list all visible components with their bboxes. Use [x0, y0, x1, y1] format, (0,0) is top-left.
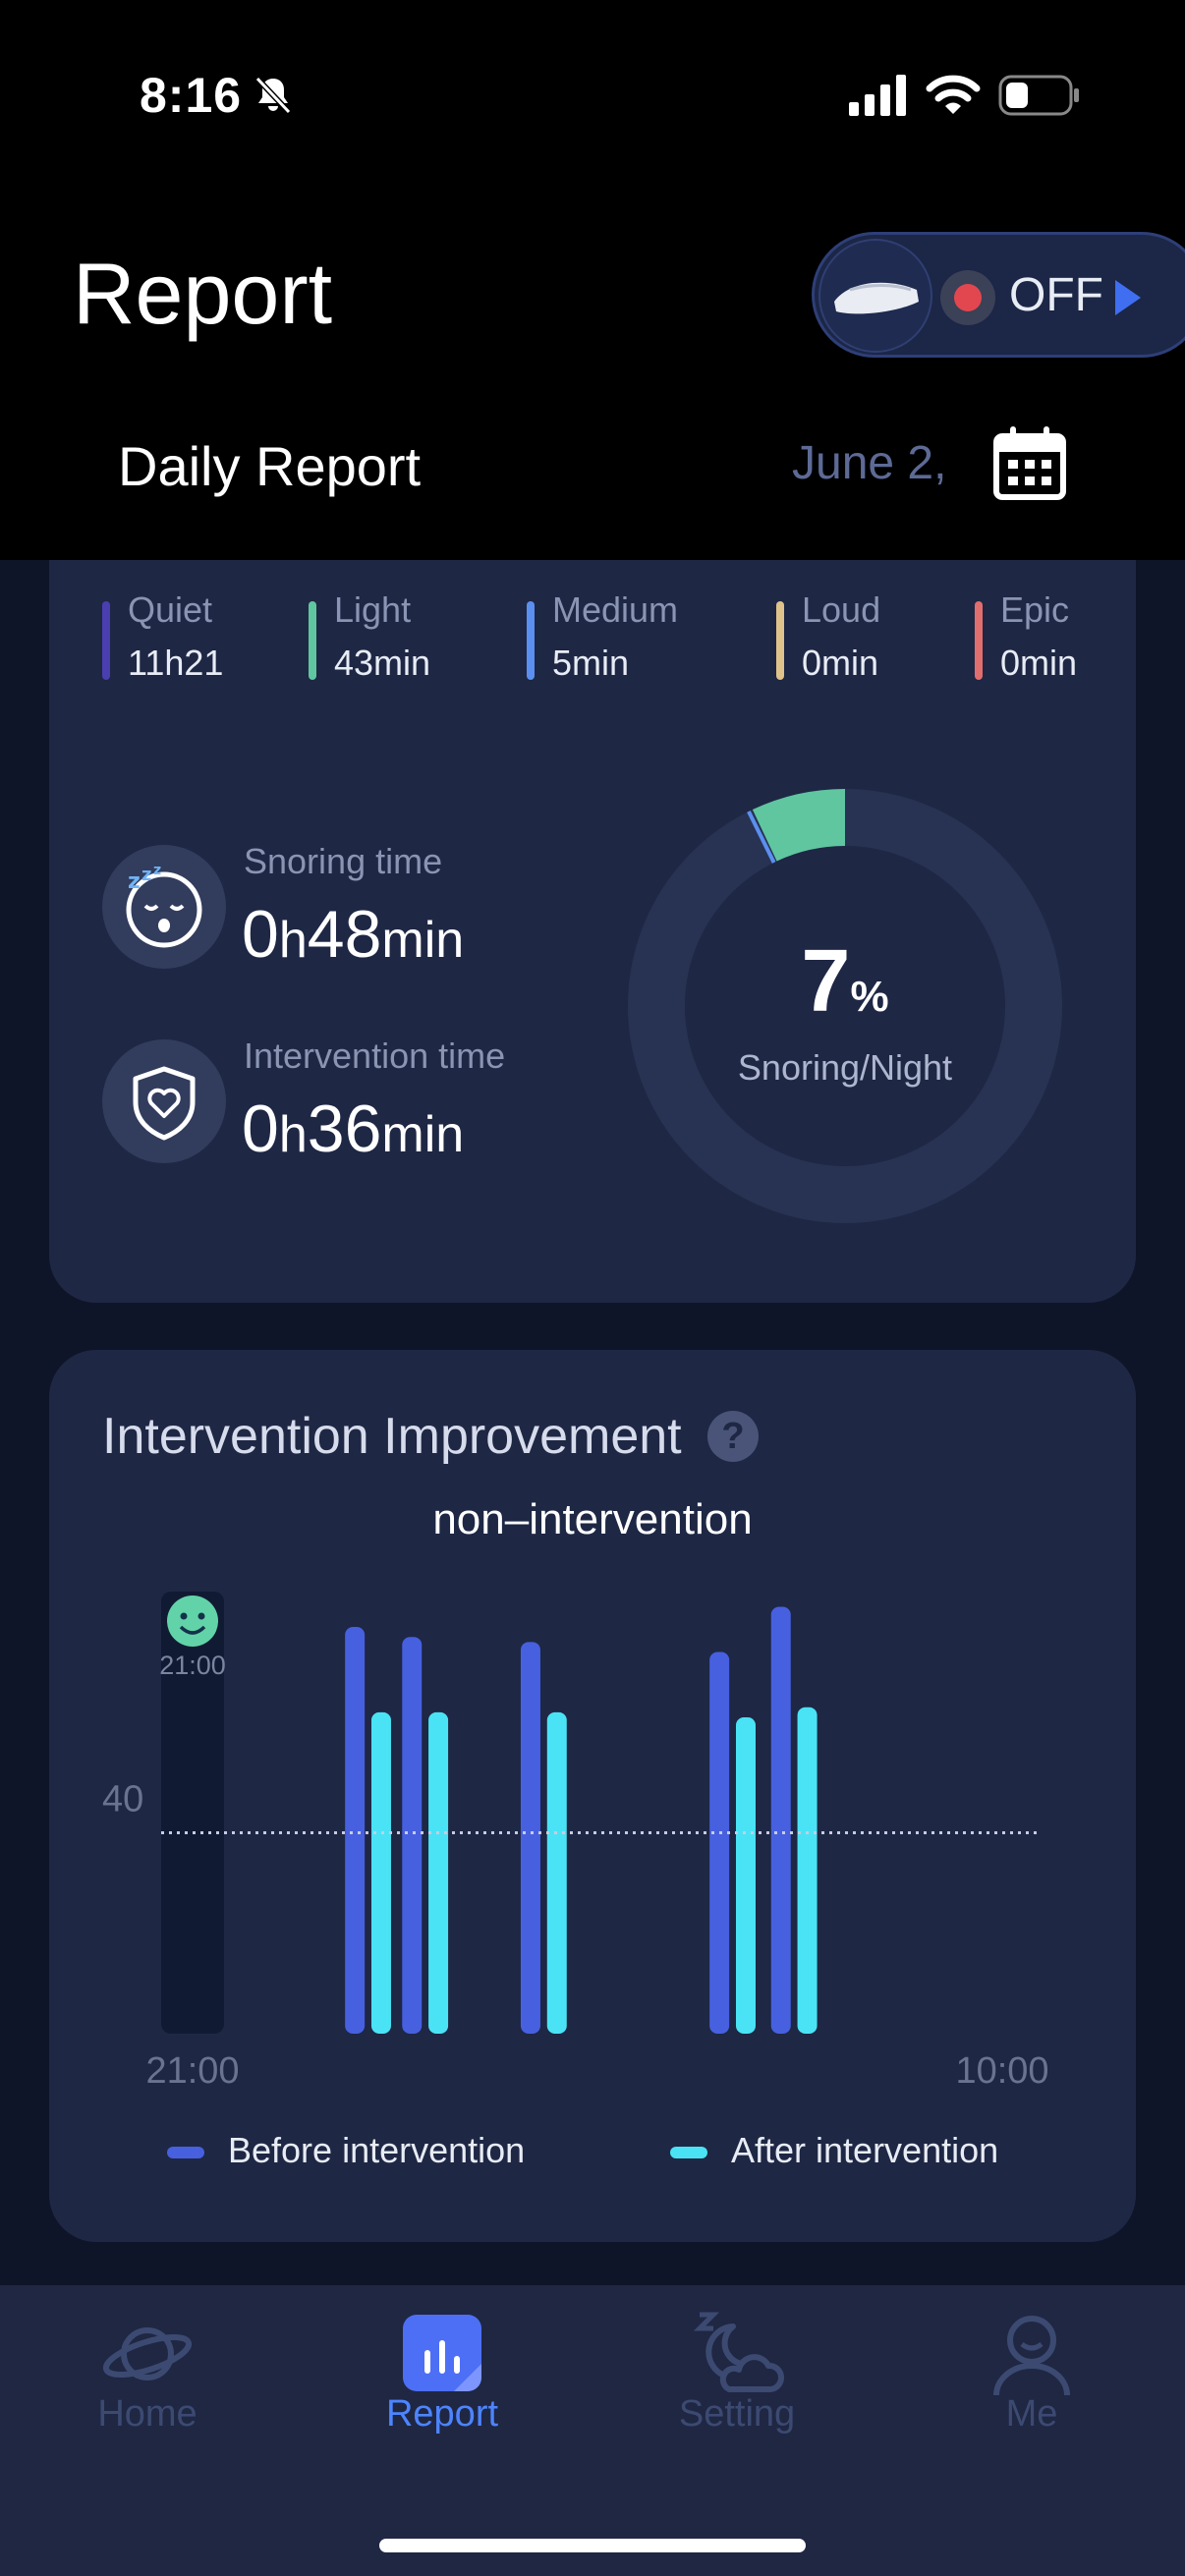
legend-label: Light [334, 589, 412, 630]
bar-before-intervention [770, 1606, 791, 2034]
report-date[interactable]: June 2, [792, 437, 947, 489]
bar-before-intervention [520, 1642, 540, 2034]
help-icon[interactable]: ? [707, 1411, 759, 1462]
legend-value: 0min [802, 643, 879, 683]
legend-value: 43min [334, 643, 431, 683]
tab-bar: Home Report Setting Me [0, 2285, 1185, 2576]
device-toggle-button[interactable]: OFF [812, 232, 1185, 358]
legend-swatch [670, 2147, 707, 2159]
snoring-time-value: 0h48min [242, 897, 465, 972]
sleeping-face-icon: z z z [102, 845, 226, 969]
record-icon [940, 270, 995, 325]
bar-before-intervention [345, 1627, 366, 2034]
bar-after-intervention [370, 1711, 391, 2034]
bar-after-intervention [735, 1717, 756, 2034]
snoring-percent-label: Snoring/Night [737, 1047, 953, 1088]
intervention-bar-chart: 21:00 40 21:00 10:00 [102, 1592, 1049, 2092]
battery-icon [998, 75, 1079, 116]
x-axis-end-label: 10:00 [955, 2050, 1048, 2092]
calendar-icon[interactable] [990, 424, 1069, 503]
pillow-icon [818, 239, 932, 353]
wifi-icon [926, 75, 981, 114]
legend-swatch [167, 2147, 204, 2159]
planet-icon [102, 2327, 193, 2380]
legend-value: 5min [552, 643, 630, 683]
legend-swatch [102, 601, 110, 680]
signal-icon [849, 75, 906, 116]
play-icon [1115, 280, 1141, 315]
smile-eye [180, 1612, 188, 1620]
legend-value: 0min [1000, 643, 1078, 683]
start-marker-column [161, 1592, 224, 2034]
tab-report[interactable]: Report [295, 2285, 590, 2482]
snoring-ratio-donut [628, 789, 1062, 1223]
bar-before-intervention [402, 1637, 423, 2034]
legend-swatch [309, 601, 316, 680]
home-indicator [379, 2539, 806, 2552]
smile-icon [167, 1596, 218, 1647]
page-title: Report [73, 245, 333, 342]
donut-segment-light [752, 789, 845, 862]
svg-text:z: z [153, 863, 161, 878]
legend-label: Epic [1000, 589, 1070, 630]
smile-eye [198, 1612, 205, 1620]
intervention-time-value: 0h36min [242, 1092, 465, 1166]
device-state-label: OFF [1009, 269, 1103, 321]
snoring-time-label: Snoring time [244, 841, 443, 881]
smile-mouth [179, 1625, 206, 1635]
marker-time-label: 21:00 [159, 1651, 226, 1680]
x-axis-start-label: 21:00 [145, 2050, 239, 2092]
tab-home[interactable]: Home [0, 2285, 295, 2482]
report-chart-icon [403, 2315, 481, 2391]
legend-before-intervention: Before intervention [167, 2130, 525, 2171]
legend-swatch [975, 601, 983, 680]
intervention-card-title: Intervention Improvement [102, 1408, 682, 1465]
intervention-improvement-card [49, 1350, 1136, 2242]
bell-muted-icon [254, 76, 292, 115]
intervention-mode-label: non–intervention [432, 1495, 753, 1543]
bar-before-intervention [709, 1652, 730, 2034]
threshold-label: 40 [102, 1779, 143, 1820]
intervention-time-label: Intervention time [244, 1036, 506, 1076]
status-time: 8:16 [140, 68, 243, 123]
donut-segment-medium [747, 811, 776, 864]
legend-swatch [527, 601, 535, 680]
tab-me[interactable]: Me [884, 2285, 1179, 2482]
tab-label: Report [385, 2393, 499, 2435]
svg-text:z: z [128, 869, 141, 894]
legend-label: Loud [802, 589, 881, 630]
legend-label: Medium [552, 589, 679, 630]
bar-after-intervention [797, 1707, 818, 2034]
snoring-percent: 7% [801, 932, 889, 1031]
legend-value: 11h21 [128, 643, 224, 683]
legend-swatch [776, 601, 784, 680]
bar-after-intervention [428, 1711, 449, 2034]
shield-heart-icon [102, 1039, 226, 1163]
tab-setting[interactable]: Setting [590, 2285, 884, 2482]
bar-after-intervention [546, 1711, 567, 2034]
legend-label: Quiet [128, 589, 213, 630]
svg-text:z: z [141, 865, 151, 885]
report-type-label: Daily Report [118, 435, 422, 497]
tab-label: Setting [678, 2393, 796, 2435]
moon-cloud-icon [693, 2312, 784, 2392]
tab-label: Home [97, 2393, 198, 2435]
legend-after-intervention: After intervention [670, 2130, 998, 2171]
person-icon [993, 2316, 1070, 2396]
tab-label: Me [1005, 2393, 1058, 2435]
header: 8:16 Report OFF Daily Report June 2 [0, 0, 1185, 560]
